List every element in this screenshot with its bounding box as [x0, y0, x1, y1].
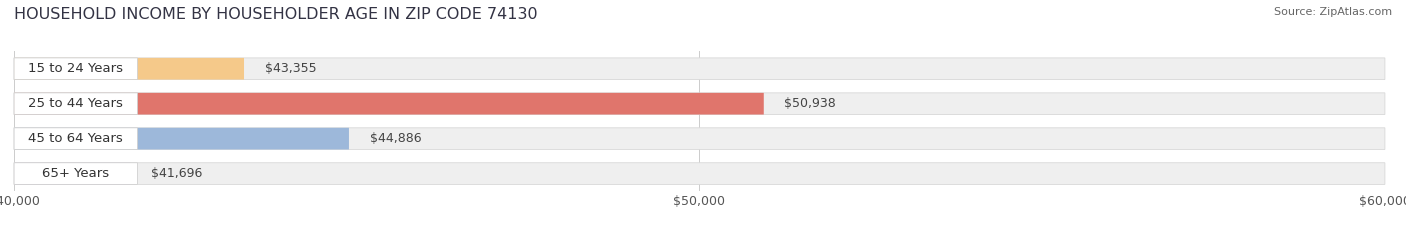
Text: $44,886: $44,886 [370, 132, 422, 145]
FancyBboxPatch shape [14, 163, 1385, 185]
Text: $41,696: $41,696 [150, 167, 202, 180]
FancyBboxPatch shape [14, 93, 1385, 115]
Text: 25 to 44 Years: 25 to 44 Years [28, 97, 124, 110]
FancyBboxPatch shape [14, 128, 138, 150]
Text: 15 to 24 Years: 15 to 24 Years [28, 62, 124, 75]
FancyBboxPatch shape [14, 128, 1385, 150]
FancyBboxPatch shape [14, 58, 245, 80]
Text: $50,938: $50,938 [785, 97, 837, 110]
Text: $43,355: $43,355 [264, 62, 316, 75]
FancyBboxPatch shape [14, 58, 1385, 80]
Text: HOUSEHOLD INCOME BY HOUSEHOLDER AGE IN ZIP CODE 74130: HOUSEHOLD INCOME BY HOUSEHOLDER AGE IN Z… [14, 7, 537, 22]
FancyBboxPatch shape [14, 163, 138, 185]
Text: 45 to 64 Years: 45 to 64 Years [28, 132, 124, 145]
FancyBboxPatch shape [14, 128, 349, 150]
FancyBboxPatch shape [14, 163, 131, 185]
Text: 65+ Years: 65+ Years [42, 167, 110, 180]
Text: Source: ZipAtlas.com: Source: ZipAtlas.com [1274, 7, 1392, 17]
FancyBboxPatch shape [14, 58, 138, 80]
FancyBboxPatch shape [14, 93, 138, 115]
FancyBboxPatch shape [14, 93, 763, 115]
